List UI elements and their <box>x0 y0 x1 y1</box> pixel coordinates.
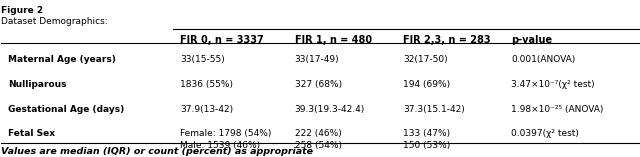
Text: 327 (68%): 327 (68%) <box>294 80 342 89</box>
Text: Maternal Age (years): Maternal Age (years) <box>8 55 116 64</box>
Text: 1.98×10⁻²⁵ (ANOVA): 1.98×10⁻²⁵ (ANOVA) <box>511 105 604 114</box>
Text: 32(17-50): 32(17-50) <box>403 55 447 64</box>
Text: Female: 1798 (54%)
Male: 1539 (46%): Female: 1798 (54%) Male: 1539 (46%) <box>180 129 271 150</box>
Text: 37.9(13-42): 37.9(13-42) <box>180 105 233 114</box>
Text: 33(15-55): 33(15-55) <box>180 55 225 64</box>
Text: 37.3(15.1-42): 37.3(15.1-42) <box>403 105 465 114</box>
Text: 0.0397(χ² test): 0.0397(χ² test) <box>511 129 579 138</box>
Text: Gestational Age (days): Gestational Age (days) <box>8 105 124 114</box>
Text: Nulliparous: Nulliparous <box>8 80 67 89</box>
Text: 33(17-49): 33(17-49) <box>294 55 339 64</box>
Text: 0.001(ANOVA): 0.001(ANOVA) <box>511 55 575 64</box>
Text: 133 (47%)
150 (53%): 133 (47%) 150 (53%) <box>403 129 450 150</box>
Text: 3.47×10⁻⁷(χ² test): 3.47×10⁻⁷(χ² test) <box>511 80 595 89</box>
Text: Figure 2: Figure 2 <box>1 6 44 15</box>
Text: 222 (46%)
258 (54%): 222 (46%) 258 (54%) <box>294 129 342 150</box>
Text: 1836 (55%): 1836 (55%) <box>180 80 233 89</box>
Text: p-value: p-value <box>511 35 552 45</box>
Text: FIR 2,3, n = 283: FIR 2,3, n = 283 <box>403 35 490 45</box>
Text: Fetal Sex: Fetal Sex <box>8 129 55 138</box>
Text: 39.3(19.3-42.4): 39.3(19.3-42.4) <box>294 105 365 114</box>
Text: Dataset Demographics:: Dataset Demographics: <box>1 17 108 26</box>
Text: Values are median (IQR) or count (percent) as appropriate: Values are median (IQR) or count (percen… <box>1 147 314 156</box>
Text: FIR 1, n = 480: FIR 1, n = 480 <box>294 35 372 45</box>
Text: FIR 0, n = 3337: FIR 0, n = 3337 <box>180 35 264 45</box>
Text: 194 (69%): 194 (69%) <box>403 80 450 89</box>
